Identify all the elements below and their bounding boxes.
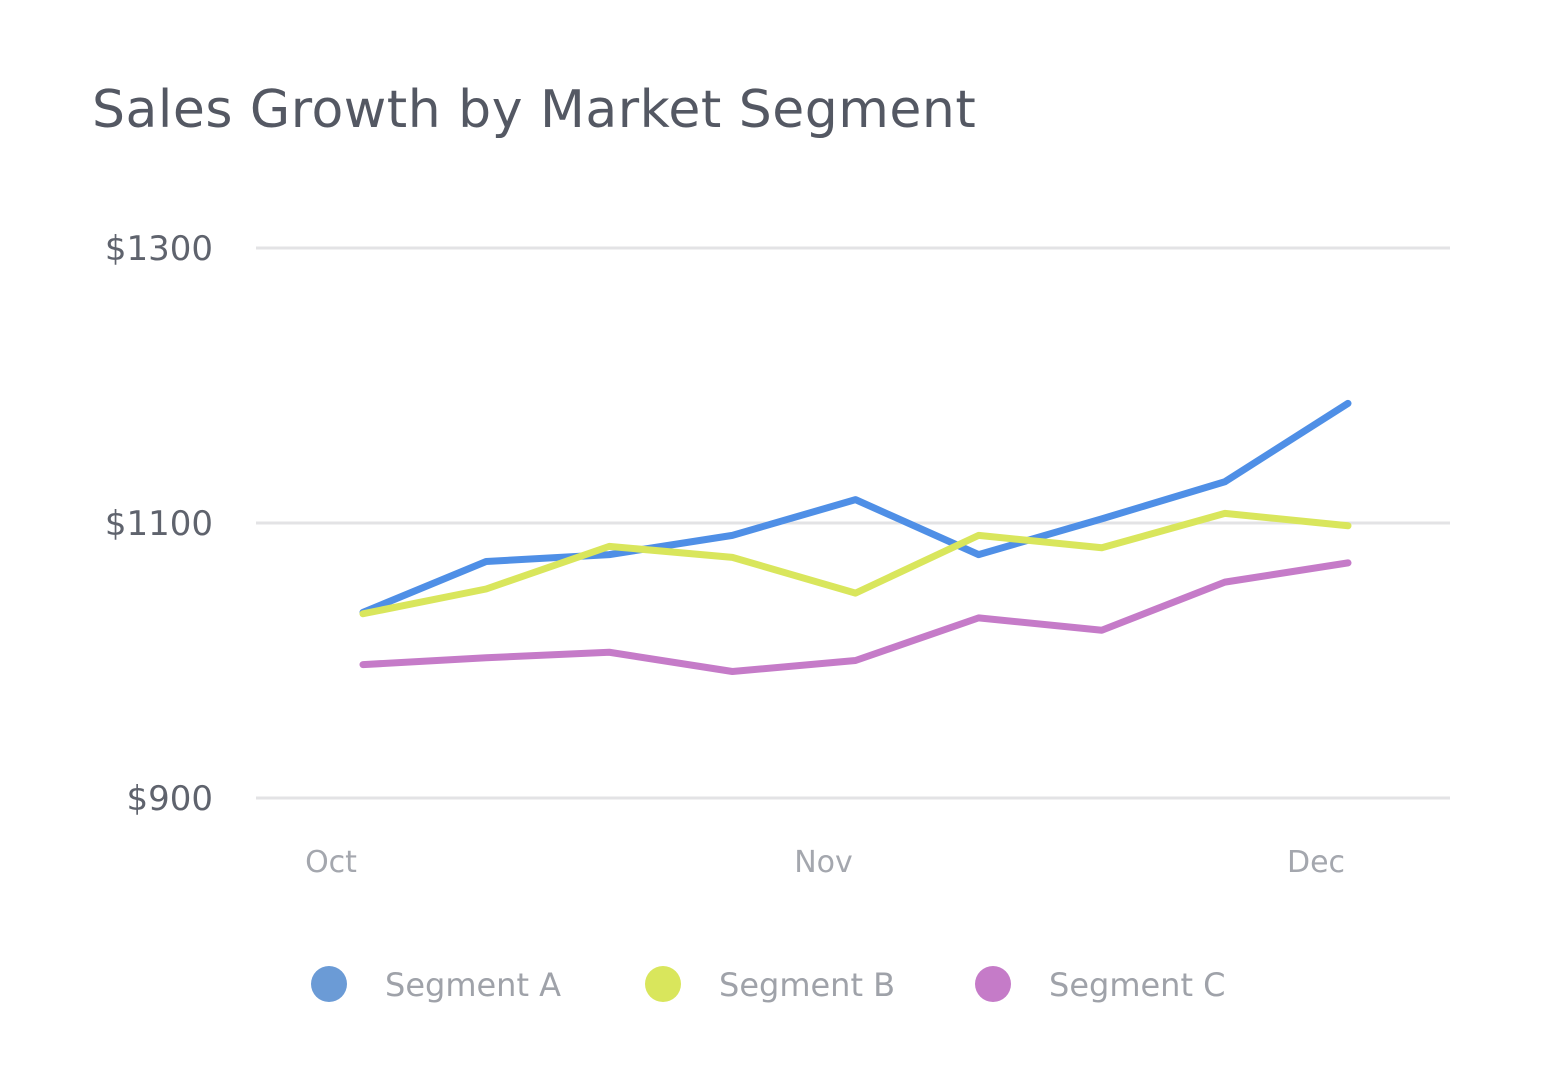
series-line-segment-c [359,559,1352,675]
chart-title: Sales Growth by Market Segment [92,80,977,140]
y-tick-label: $900 [126,779,213,819]
legend-label: Segment B [719,966,895,1004]
legend-marker [311,966,347,1002]
series-line-segment-a [359,399,1352,616]
legend-label: Segment A [385,966,561,1004]
x-tick-label: Dec [1287,845,1345,880]
series-line-segment-b [359,509,1352,618]
legend-marker [975,966,1011,1002]
x-tick-label: Oct [305,845,357,880]
y-tick-label: $1100 [105,504,213,544]
y-tick-label: $1300 [105,229,213,269]
legend-label: Segment C [1049,966,1226,1004]
x-tick-label: Nov [794,845,853,880]
legend-marker [645,966,681,1002]
